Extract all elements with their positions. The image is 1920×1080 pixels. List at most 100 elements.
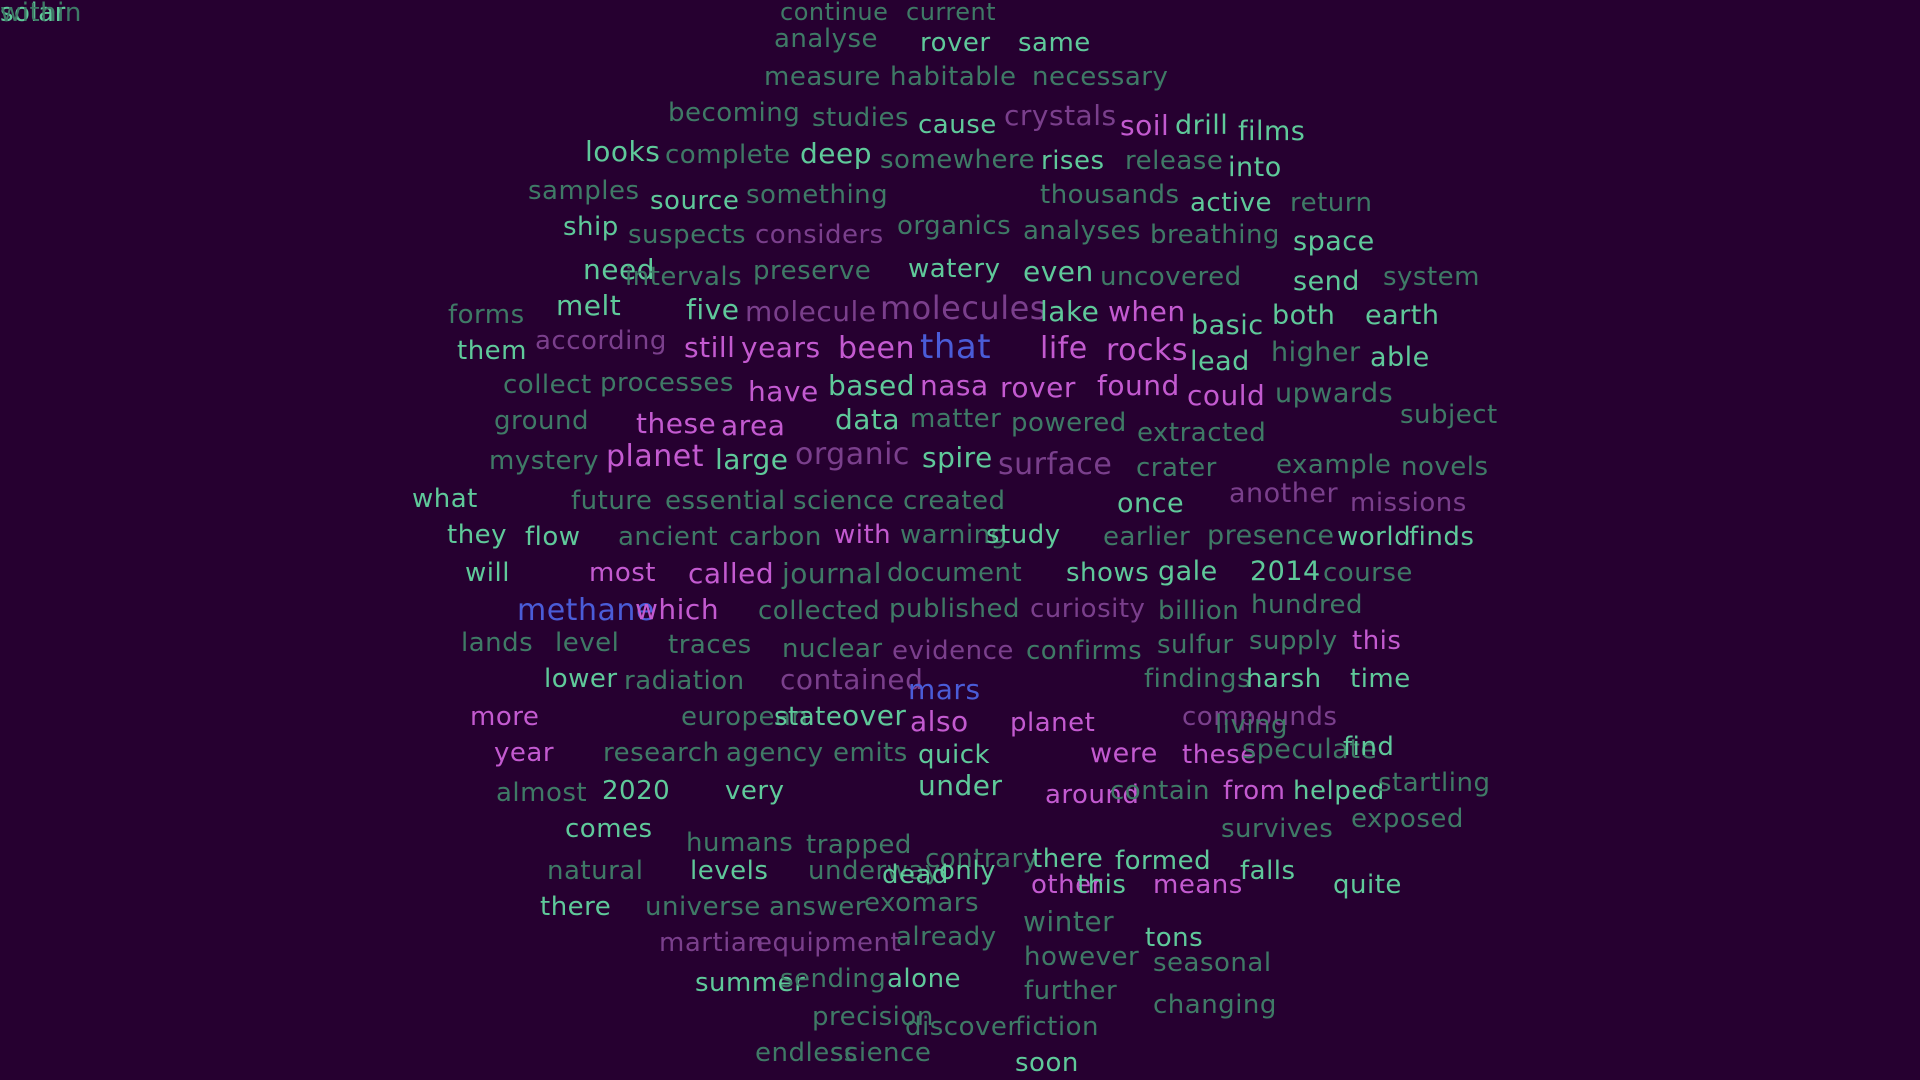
cloud-word: lead bbox=[1190, 346, 1250, 377]
cloud-word: startling bbox=[1378, 768, 1491, 798]
cloud-word: crater bbox=[1136, 453, 1217, 483]
cloud-word: planet bbox=[606, 439, 704, 474]
cloud-word: exomars bbox=[864, 888, 980, 918]
cloud-word: able bbox=[1370, 342, 1430, 373]
cloud-word: will bbox=[465, 558, 510, 588]
cloud-word: spire bbox=[922, 441, 993, 474]
cloud-word: cause bbox=[918, 110, 997, 140]
cloud-word: however bbox=[1024, 942, 1140, 972]
cloud-word: subject bbox=[1400, 400, 1498, 430]
cloud-word: seasonal bbox=[1153, 948, 1272, 978]
cloud-word: under bbox=[918, 769, 1003, 802]
cloud-word: planet bbox=[1010, 708, 1096, 738]
cloud-word: current bbox=[906, 0, 997, 26]
cloud-word: mars bbox=[908, 673, 981, 706]
cloud-word: agency bbox=[726, 738, 824, 768]
cloud-word: intervals bbox=[625, 262, 743, 292]
cloud-word: harsh bbox=[1246, 664, 1322, 694]
cloud-word: journal bbox=[782, 557, 882, 590]
cloud-word: only bbox=[939, 856, 996, 886]
cloud-word: already bbox=[896, 922, 997, 952]
cloud-word: course bbox=[1323, 558, 1413, 588]
cloud-word: upwards bbox=[1275, 378, 1394, 409]
cloud-word: lands bbox=[461, 628, 534, 658]
cloud-word: they bbox=[447, 520, 508, 550]
cloud-word: found bbox=[1097, 369, 1180, 402]
cloud-word: essential bbox=[665, 486, 786, 516]
cloud-word: matter bbox=[910, 404, 1002, 434]
cloud-word: sulfur bbox=[1157, 630, 1234, 660]
cloud-word: science bbox=[830, 1038, 932, 1068]
cloud-word: presence bbox=[1207, 520, 1335, 551]
cloud-word: thousands bbox=[1040, 180, 1180, 210]
cloud-word: most bbox=[589, 558, 656, 588]
cloud-word: 2020 bbox=[602, 776, 671, 806]
cloud-word: state bbox=[774, 702, 843, 732]
cloud-word: rover bbox=[1000, 371, 1076, 404]
cloud-word: rover bbox=[920, 28, 991, 58]
cloud-word: organic bbox=[795, 437, 910, 472]
cloud-word: need bbox=[583, 253, 655, 286]
cloud-word: more bbox=[470, 702, 540, 732]
cloud-word: based bbox=[828, 369, 916, 402]
cloud-word: supply bbox=[1249, 626, 1338, 656]
cloud-word: lake bbox=[1040, 295, 1100, 328]
cloud-word: drill bbox=[1175, 110, 1229, 141]
cloud-word: martian bbox=[659, 928, 765, 958]
cloud-word: confirms bbox=[1026, 636, 1143, 666]
cloud-word: helped bbox=[1293, 776, 1385, 806]
cloud-word: uncovered bbox=[1100, 262, 1242, 292]
cloud-word: with bbox=[834, 520, 892, 550]
cloud-word: endless bbox=[755, 1038, 858, 1068]
cloud-word: novels bbox=[1401, 452, 1489, 482]
cloud-word: billion bbox=[1158, 596, 1240, 626]
cloud-word: comes bbox=[565, 814, 653, 844]
cloud-word: return bbox=[1290, 188, 1373, 218]
cloud-word: analyse bbox=[774, 24, 878, 54]
cloud-word: same bbox=[1018, 28, 1091, 58]
cloud-word: considers bbox=[755, 220, 884, 250]
cloud-word: created bbox=[903, 486, 1006, 516]
cloud-word: suspects bbox=[628, 220, 747, 250]
cloud-word: document bbox=[887, 558, 1023, 588]
cloud-word: survives bbox=[1221, 814, 1334, 844]
cloud-word: films bbox=[1238, 116, 1306, 147]
cloud-word: data bbox=[835, 403, 901, 436]
cloud-word: this bbox=[1077, 870, 1127, 900]
cloud-word: fiction bbox=[1015, 1012, 1099, 1042]
cloud-word: universe bbox=[645, 892, 761, 922]
cloud-word: watery bbox=[908, 254, 1001, 284]
cloud-word: further bbox=[1024, 976, 1118, 1006]
cloud-word: winter bbox=[1023, 905, 1115, 938]
cloud-word: rises bbox=[1041, 146, 1105, 176]
cloud-word: natural bbox=[547, 856, 644, 886]
cloud-word: ship bbox=[563, 212, 619, 242]
cloud-word: hundred bbox=[1251, 590, 1364, 620]
cloud-word: system bbox=[1383, 262, 1480, 292]
cloud-word: warning bbox=[900, 520, 1008, 550]
cloud-word: another bbox=[1229, 478, 1339, 509]
cloud-word: organics bbox=[897, 211, 1012, 241]
cloud-word: even bbox=[1023, 255, 1094, 288]
cloud-word: crystals bbox=[1004, 99, 1117, 132]
cloud-word: flow bbox=[525, 522, 581, 552]
cloud-word: measure bbox=[764, 62, 881, 92]
cloud-word: find bbox=[1343, 732, 1395, 762]
cloud-word: radiation bbox=[624, 666, 745, 696]
cloud-word: sending bbox=[780, 964, 887, 994]
cloud-word: that bbox=[920, 327, 992, 367]
cloud-word: both bbox=[1272, 300, 1336, 331]
cloud-word: active bbox=[1190, 188, 1273, 218]
cloud-word: trapped bbox=[806, 830, 912, 860]
cloud-word: living bbox=[1215, 710, 1289, 740]
cloud-word: once bbox=[1117, 488, 1185, 519]
cloud-word: means bbox=[1153, 870, 1243, 900]
cloud-word: what bbox=[412, 484, 478, 514]
cloud-word: within bbox=[0, 0, 82, 28]
cloud-word: looks bbox=[585, 135, 661, 168]
cloud-word: emits bbox=[833, 738, 908, 768]
cloud-word: tons bbox=[1145, 923, 1204, 953]
cloud-word: send bbox=[1293, 266, 1360, 297]
cloud-word: them bbox=[457, 336, 527, 366]
